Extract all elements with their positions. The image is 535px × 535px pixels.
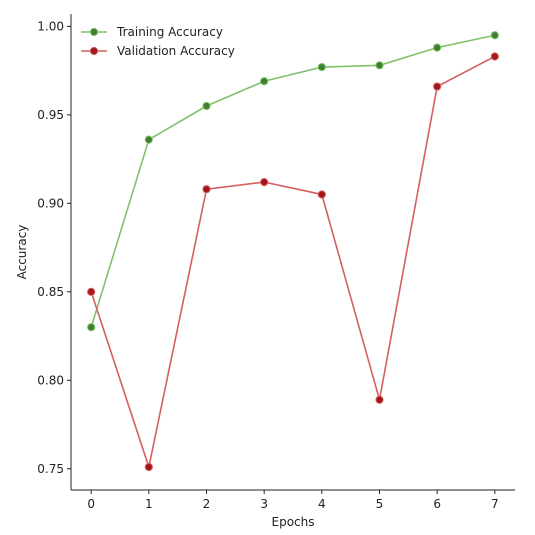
data-point [202, 101, 211, 111]
data-point [490, 31, 499, 40]
y-ticks: 0.75 0.80 0.85 0.90 0.95 1.00 [37, 19, 71, 476]
y-tick-label: 0.95 [37, 108, 64, 122]
legend-marker-swatch [89, 27, 99, 37]
x-tick-label: 0 [87, 497, 95, 511]
x-tick-label: 7 [491, 497, 499, 511]
legend-label: Validation Accuracy [117, 44, 235, 58]
x-tick-label: 3 [260, 497, 268, 511]
x-tick-label: 6 [433, 497, 441, 511]
data-point [144, 135, 153, 144]
y-tick-label: 0.80 [37, 373, 64, 387]
data-point [87, 287, 96, 296]
x-tick-label: 5 [376, 497, 384, 511]
y-tick-label: 0.85 [37, 285, 64, 299]
data-point [87, 323, 96, 332]
legend-item: Training Accuracy [81, 25, 223, 39]
x-tick-label: 4 [318, 497, 326, 511]
data-point [260, 178, 269, 187]
data-point [317, 190, 326, 199]
series-validation [87, 52, 499, 472]
legend: Training Accuracy Validation Accuracy [81, 25, 235, 58]
series-layer [87, 31, 499, 472]
data-point [144, 462, 153, 472]
y-tick-label: 0.75 [37, 462, 64, 476]
series-line [90, 34, 495, 328]
legend-item: Validation Accuracy [81, 44, 235, 58]
x-tick-label: 1 [145, 497, 153, 511]
series-line [90, 55, 496, 471]
x-axis-label: Epochs [272, 515, 315, 529]
legend-label: Training Accuracy [116, 25, 223, 39]
x-ticks: 0 1 2 3 4 5 6 7 [87, 490, 499, 511]
data-point [433, 82, 442, 91]
axes [70, 14, 515, 491]
legend-marker-swatch [89, 46, 99, 56]
data-point [317, 62, 326, 72]
y-tick-label: 1.00 [37, 19, 64, 33]
series-training [87, 31, 499, 332]
data-point [433, 43, 442, 52]
data-point [375, 61, 384, 70]
y-axis-label: Accuracy [15, 225, 29, 280]
data-point [202, 185, 211, 194]
x-tick-label: 2 [203, 497, 211, 511]
data-point [490, 52, 499, 61]
data-point [260, 77, 269, 86]
y-tick-label: 0.90 [37, 196, 64, 210]
data-point [375, 395, 384, 404]
